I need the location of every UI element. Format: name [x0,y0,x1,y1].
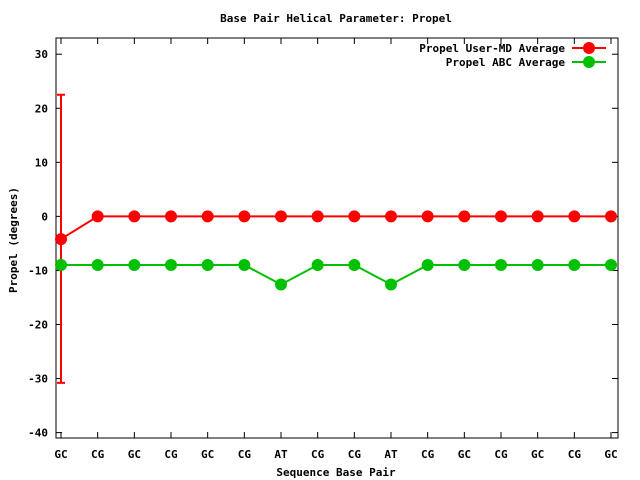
y-tick-label: -40 [28,427,48,440]
series-line [61,264,611,286]
y-tick-label: 0 [41,210,48,223]
data-point [311,210,324,223]
legend-marker [583,56,595,68]
data-point [568,259,581,272]
legend-label: Propel User-MD Average [419,42,565,55]
plot-frame [55,37,619,439]
x-tick-label: CG [494,448,508,461]
data-point [605,259,617,272]
y-tick-label: -20 [28,318,48,331]
data-point [495,259,507,272]
data-point [311,259,324,272]
data-point [55,259,67,272]
data-point [201,259,214,272]
data-point [421,210,434,223]
x-tick-label: GC [201,448,214,461]
series-layer [55,93,617,384]
x-tick-label: GC [128,448,141,461]
data-point [165,210,177,223]
y-axis: 30 20 10 0 -10 -20 -30 -40 [28,48,618,440]
data-point [568,210,581,223]
data-point [91,259,104,272]
legend-marker [583,42,595,54]
data-point [385,210,397,223]
x-tick-label: AT [274,448,288,461]
x-axis: GC CG GC CG GC CG AT CG CG AT CG GC CG GC CG GC [54,38,618,461]
x-tick-label: CG [421,448,435,461]
data-point [128,259,141,272]
data-point [238,210,251,223]
series-line [60,215,611,240]
y-tick-label: 20 [35,102,48,115]
data-point [458,259,471,272]
x-tick-label: CG [91,448,105,461]
series-2 [55,259,617,291]
data-point [421,259,434,272]
data-point [495,210,507,223]
y-tick-label: 10 [35,156,48,169]
data-point [531,259,544,272]
x-tick-label: GC [604,448,617,461]
legend-label: Propel ABC Average [446,56,566,69]
data-point [531,210,544,223]
data-point [165,259,177,272]
x-tick-label: CG [164,448,178,461]
y-tick-label: -10 [28,264,48,277]
data-point [55,233,67,246]
y-tick-label: 30 [35,48,48,61]
data-point [238,259,251,272]
x-tick-label: CG [311,448,325,461]
data-point [275,210,287,223]
data-point [128,210,141,223]
data-point [385,278,397,291]
series-1 [55,93,617,384]
data-point [91,210,104,223]
x-tick-label: GC [458,448,471,461]
x-tick-label: CG [348,448,362,461]
x-tick-label: GC [531,448,544,461]
y-tick-label: -30 [28,373,48,386]
x-tick-label: GC [54,448,67,461]
data-point [348,210,361,223]
y-axis-label: Propel (degrees) [7,187,20,293]
x-tick-label: CG [568,448,582,461]
chart-title: Base Pair Helical Parameter: Propel [220,12,452,25]
x-axis-label: Sequence Base Pair [276,466,396,479]
x-tick-label: CG [238,448,252,461]
data-point [348,259,361,272]
x-tick-label: AT [384,448,398,461]
data-point [458,210,471,223]
data-point [201,210,214,223]
data-point [275,278,287,291]
data-point [605,210,617,223]
